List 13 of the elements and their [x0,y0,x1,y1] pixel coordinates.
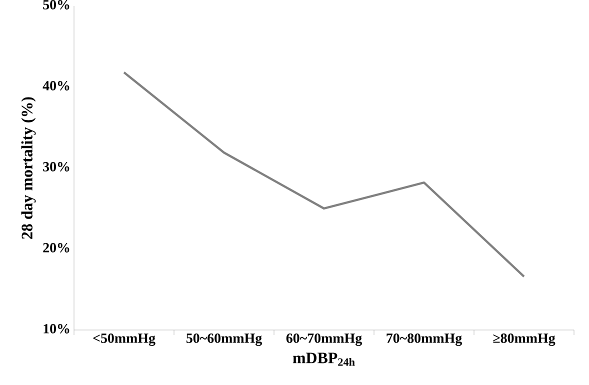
y-tick-label: 20% [43,243,70,252]
y-axis-title: 28 day mortality (%) [21,97,36,239]
x-tick-label: 50~60mmHg [186,334,262,346]
y-tick-label: 30% [43,162,70,172]
x-tick-label: <50mmHg [93,334,156,346]
y-tick-label: 10% [44,324,70,334]
x-tick-label: ≥80mmHg [493,334,556,346]
x-tick-label: 60~70mmHg [286,334,362,346]
y-tick-label: 50% [43,0,70,10]
x-tick-label: 70~80mmHg [386,334,462,346]
line-series [122,71,526,278]
y-tick-label: 40% [42,81,70,90]
x-axis-title: mDBP$_{24h}$ [292,352,355,366]
